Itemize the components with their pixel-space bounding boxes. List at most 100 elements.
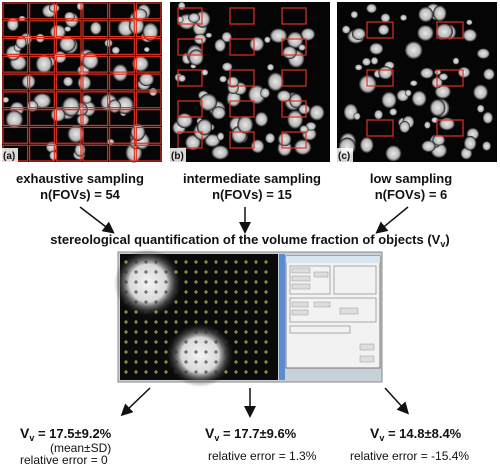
particle xyxy=(176,112,193,129)
particle xyxy=(196,118,213,136)
grid-cross xyxy=(244,360,248,364)
grid-cross xyxy=(194,340,198,344)
grid-cross xyxy=(194,300,198,304)
sampling-frame xyxy=(29,20,55,38)
particle xyxy=(219,75,227,83)
particle xyxy=(21,74,36,89)
grid-cross xyxy=(184,340,188,344)
particle xyxy=(418,6,434,23)
particle xyxy=(466,19,473,26)
particle xyxy=(351,27,366,41)
particle xyxy=(211,145,229,160)
grid-cross xyxy=(264,330,268,334)
grid-cross xyxy=(124,350,128,354)
particle xyxy=(264,36,271,44)
particle xyxy=(178,74,186,83)
sampling-frame xyxy=(281,69,307,87)
grid-cross xyxy=(264,340,268,344)
grid-cross xyxy=(154,350,158,354)
grid-cross xyxy=(194,270,198,274)
sampling-frame xyxy=(109,109,135,127)
grid-cross xyxy=(154,300,158,304)
grid-cross xyxy=(124,340,128,344)
grid-cross xyxy=(184,370,188,374)
grid-cross xyxy=(144,290,148,294)
grid-cross xyxy=(224,340,228,344)
sampling-frame xyxy=(29,55,55,73)
particle xyxy=(62,96,80,117)
grid-cross xyxy=(144,340,148,344)
grid-cross xyxy=(254,360,258,364)
grid-cross xyxy=(234,340,238,344)
particle xyxy=(188,12,200,23)
sampling-frame xyxy=(177,7,203,25)
sampling-name: low sampling xyxy=(370,171,452,186)
grid-cross xyxy=(264,370,268,374)
particle xyxy=(138,72,155,87)
grid-cross xyxy=(194,370,198,374)
sampling-frame xyxy=(109,91,135,109)
sampling-frame xyxy=(135,126,162,144)
sampling-frame xyxy=(135,20,162,38)
grid-cross xyxy=(244,370,248,374)
grid-cross xyxy=(214,370,218,374)
particle xyxy=(370,56,379,65)
grid-cross xyxy=(214,270,218,274)
particle xyxy=(438,73,449,81)
grid-cross xyxy=(184,310,188,314)
particle xyxy=(35,54,53,74)
grid-cross xyxy=(174,290,178,294)
particle xyxy=(81,94,92,104)
grid-cross xyxy=(164,320,168,324)
grid-cross xyxy=(214,280,218,284)
particle xyxy=(112,64,128,82)
grid-cross xyxy=(234,370,238,374)
particle xyxy=(211,106,226,120)
particle xyxy=(411,90,427,107)
particle xyxy=(385,145,402,162)
particle xyxy=(298,44,306,51)
particle xyxy=(362,57,371,67)
particle xyxy=(266,63,275,71)
grid-cross xyxy=(194,330,198,334)
particle xyxy=(188,49,204,66)
particle xyxy=(417,24,434,42)
particle xyxy=(200,69,209,76)
particle xyxy=(53,50,67,64)
sampling-frame xyxy=(82,126,109,144)
grid-cross xyxy=(244,260,248,264)
grid-cross xyxy=(194,320,198,324)
grid-cross xyxy=(164,260,168,264)
grid-cross xyxy=(184,300,188,304)
sampling-frame xyxy=(82,55,109,73)
particle xyxy=(358,74,377,94)
particle xyxy=(462,28,477,42)
grid-cross xyxy=(234,350,238,354)
sampling-frame xyxy=(55,20,82,38)
sampling-frame xyxy=(2,91,29,109)
panel-tag: (b) xyxy=(171,151,184,162)
sampling-frame xyxy=(2,126,29,144)
grid-cross xyxy=(264,290,268,294)
particle xyxy=(64,26,72,32)
sampling-name: intermediate sampling xyxy=(183,171,321,186)
grid-cross xyxy=(134,340,138,344)
sampling-frame xyxy=(135,91,162,109)
grid-cross xyxy=(234,300,238,304)
particle xyxy=(435,23,453,40)
grid-cross xyxy=(134,270,138,274)
grid-cross xyxy=(194,280,198,284)
symbol: V xyxy=(370,425,380,441)
arrow xyxy=(120,387,151,417)
sampling-frame xyxy=(366,21,394,39)
subscript: v xyxy=(29,433,34,443)
grid-cross xyxy=(174,280,178,284)
sampling-frame xyxy=(109,20,135,38)
particle xyxy=(90,21,102,35)
particle xyxy=(49,150,58,161)
particle xyxy=(277,132,292,147)
particle xyxy=(199,93,218,111)
grid-cross xyxy=(154,310,158,314)
sampling-frame xyxy=(2,2,29,20)
particle xyxy=(15,35,27,49)
